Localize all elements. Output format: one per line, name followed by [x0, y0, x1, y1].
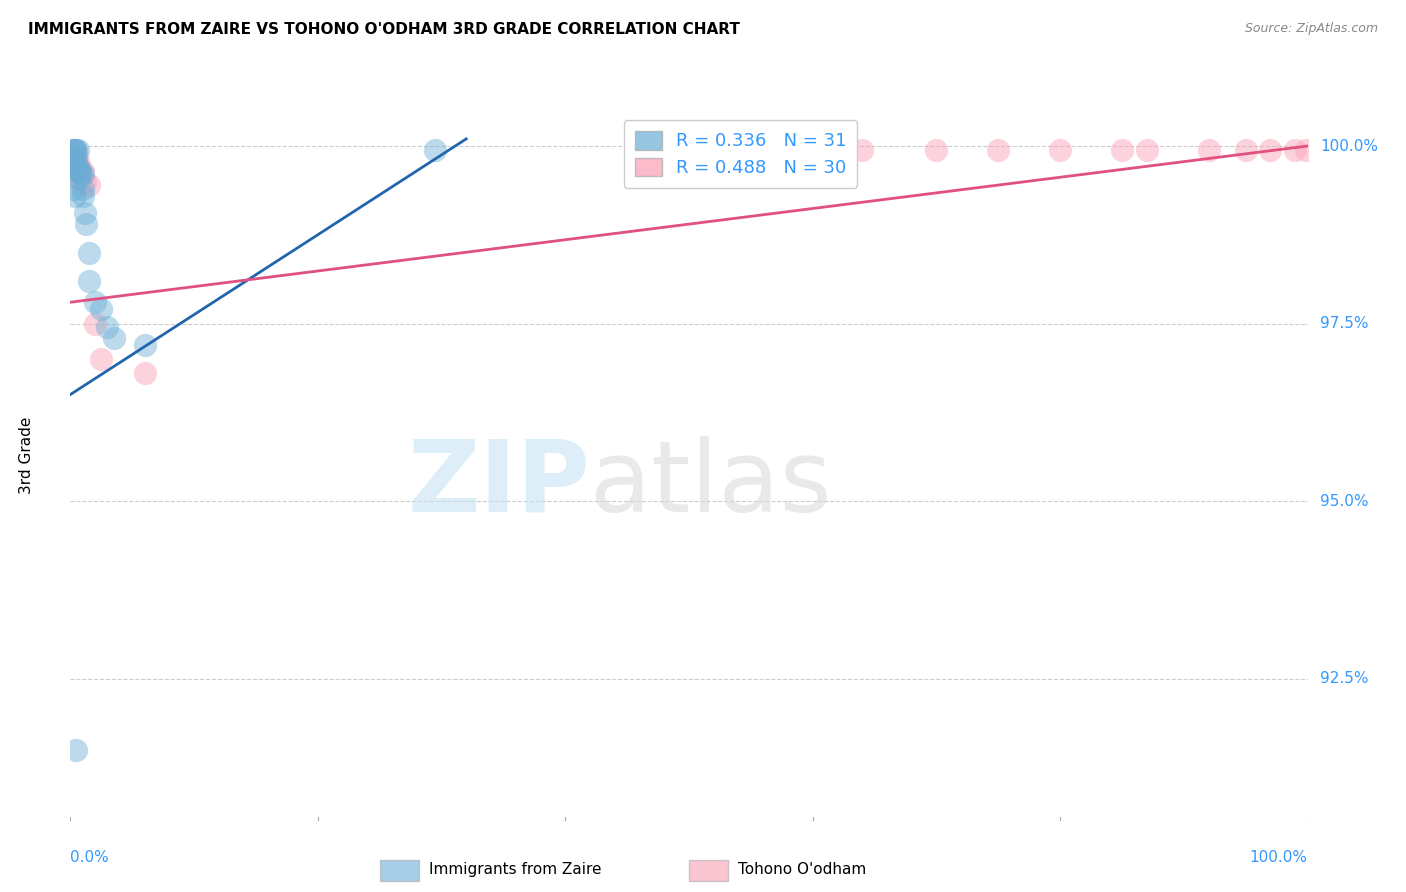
Point — [66, 171, 89, 186]
Point — [425, 143, 447, 157]
Point — [652, 143, 675, 157]
Point — [63, 150, 86, 164]
Text: 100.0%: 100.0% — [1250, 850, 1308, 865]
Point — [84, 317, 107, 331]
Point — [77, 245, 100, 260]
Point — [65, 742, 87, 756]
Point — [67, 164, 90, 178]
Text: Immigrants from Zaire: Immigrants from Zaire — [429, 863, 602, 877]
Point — [65, 150, 87, 164]
Point — [72, 188, 94, 202]
Point — [63, 143, 86, 157]
Point — [96, 320, 118, 334]
Point — [62, 143, 84, 157]
Point — [1234, 143, 1257, 157]
Point — [1295, 143, 1317, 157]
Point — [1111, 143, 1133, 157]
Point — [65, 150, 87, 164]
Point — [134, 338, 156, 352]
Point — [66, 161, 89, 175]
Point — [65, 188, 87, 202]
Point — [65, 143, 87, 157]
Point — [66, 164, 89, 178]
Point — [84, 295, 107, 310]
Text: 3rd Grade: 3rd Grade — [20, 417, 35, 493]
Point — [70, 168, 93, 182]
Text: ZIP: ZIP — [408, 435, 591, 533]
Point — [69, 164, 91, 178]
Point — [75, 174, 97, 188]
Text: 92.5%: 92.5% — [1320, 671, 1368, 686]
Point — [66, 143, 89, 157]
Point — [1049, 143, 1071, 157]
Point — [77, 274, 100, 288]
Point — [65, 143, 87, 157]
Text: IMMIGRANTS FROM ZAIRE VS TOHONO O'ODHAM 3RD GRADE CORRELATION CHART: IMMIGRANTS FROM ZAIRE VS TOHONO O'ODHAM … — [28, 22, 740, 37]
Point — [72, 164, 94, 178]
Point — [63, 157, 86, 171]
Point — [65, 153, 87, 168]
Point — [90, 302, 112, 317]
Point — [72, 168, 94, 182]
Text: 97.5%: 97.5% — [1320, 316, 1368, 331]
Point — [69, 164, 91, 178]
Text: 100.0%: 100.0% — [1320, 138, 1378, 153]
Point — [65, 143, 87, 157]
Point — [90, 352, 112, 367]
Point — [925, 143, 948, 157]
Text: 0.0%: 0.0% — [70, 850, 110, 865]
Point — [103, 331, 125, 345]
Text: Tohono O'odham: Tohono O'odham — [738, 863, 866, 877]
Point — [66, 153, 89, 168]
Point — [77, 178, 100, 192]
Point — [851, 143, 873, 157]
Point — [63, 143, 86, 157]
Point — [63, 181, 86, 195]
Point — [67, 161, 90, 175]
Legend: R = 0.336   N = 31, R = 0.488   N = 30: R = 0.336 N = 31, R = 0.488 N = 30 — [624, 120, 858, 187]
Text: Source: ZipAtlas.com: Source: ZipAtlas.com — [1244, 22, 1378, 36]
Point — [1284, 143, 1306, 157]
Point — [1198, 143, 1220, 157]
Point — [134, 366, 156, 380]
Point — [65, 157, 87, 171]
Point — [765, 143, 787, 157]
Point — [67, 171, 90, 186]
Point — [1260, 143, 1282, 157]
Point — [65, 164, 87, 178]
Text: 95.0%: 95.0% — [1320, 493, 1368, 508]
Point — [75, 206, 97, 220]
Point — [75, 217, 97, 231]
Point — [72, 181, 94, 195]
Point — [62, 143, 84, 157]
Point — [62, 153, 84, 168]
Text: atlas: atlas — [591, 435, 831, 533]
Point — [1136, 143, 1159, 157]
Point — [987, 143, 1010, 157]
